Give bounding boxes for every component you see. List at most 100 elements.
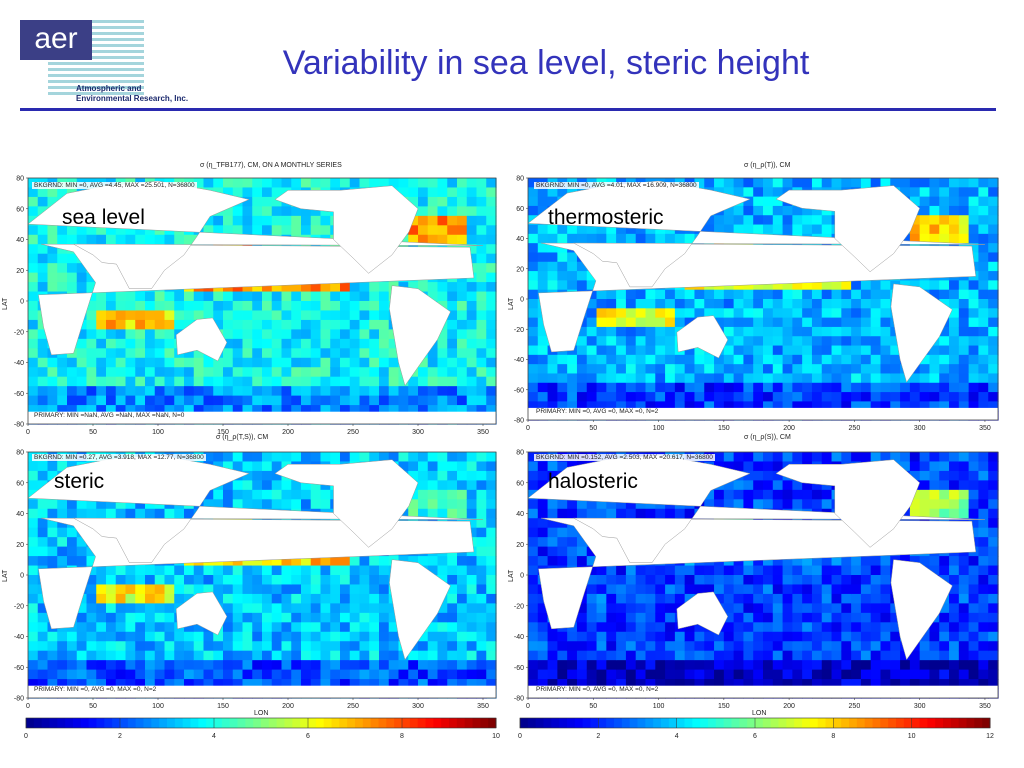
heatmap-cell <box>466 669 478 680</box>
heatmap-cell <box>154 622 166 633</box>
heatmap-cell <box>447 650 458 661</box>
heatmap-cell <box>939 196 950 207</box>
heatmap-cell <box>567 650 578 661</box>
heatmap-cell <box>67 679 78 690</box>
heatmap-cell <box>811 215 823 226</box>
heatmap-cell <box>704 584 715 595</box>
heatmap-cell <box>369 584 380 595</box>
heatmap-cell <box>466 291 478 302</box>
heatmap-cell <box>616 508 627 519</box>
heatmap-cell <box>281 215 292 226</box>
heatmap-cell <box>782 631 793 642</box>
heatmap-cell <box>281 575 292 586</box>
heatmap-cell <box>939 480 950 491</box>
heatmap-cell <box>919 392 931 402</box>
heatmap-cell <box>340 376 351 387</box>
heatmap-cell <box>271 206 283 217</box>
heatmap-cell <box>772 470 784 481</box>
heatmap-cell <box>213 584 224 595</box>
heatmap-cell <box>665 660 676 671</box>
heatmap-cell <box>665 373 676 384</box>
heatmap-cell <box>291 622 302 633</box>
heatmap-cell <box>753 612 764 623</box>
heatmap-cell <box>890 452 901 463</box>
heatmap-cell <box>252 461 263 472</box>
heatmap-cell <box>301 395 312 406</box>
heatmap-cell <box>28 206 39 217</box>
heatmap-cell <box>821 631 833 642</box>
heatmap-cell <box>929 373 940 384</box>
heatmap-cell <box>753 308 764 319</box>
heatmap-cell <box>86 405 97 416</box>
heatmap-cell <box>67 253 78 264</box>
heatmap-cell <box>616 603 627 614</box>
heatmap-cell <box>476 461 487 472</box>
heatmap-cell <box>841 299 852 309</box>
heatmap-cell <box>596 289 607 300</box>
heatmap-cell <box>184 679 195 690</box>
heatmap-cell <box>232 405 244 416</box>
heatmap-cell <box>301 310 312 321</box>
heatmap-cell <box>28 641 39 652</box>
heatmap-cell <box>466 527 478 538</box>
heatmap-cell <box>723 679 735 690</box>
heatmap-cell <box>359 178 370 189</box>
heatmap-cell <box>949 373 960 384</box>
heatmap-cell <box>67 386 78 397</box>
heatmap-cell <box>271 679 283 690</box>
heatmap-cell <box>291 215 302 226</box>
heatmap-cell <box>398 178 409 189</box>
heatmap-cell <box>714 660 725 671</box>
heatmap-cell <box>242 584 253 595</box>
heatmap-cell <box>320 631 331 642</box>
heatmap-cell <box>772 461 784 472</box>
heatmap-cell <box>301 386 312 397</box>
heatmap-cell <box>841 575 852 586</box>
heatmap-cell <box>164 348 175 359</box>
heatmap-cell <box>714 650 725 661</box>
heatmap-cell <box>379 376 390 387</box>
heatmap-cell <box>418 187 429 198</box>
heatmap-cell <box>437 461 448 472</box>
heatmap-cell <box>242 603 253 614</box>
heatmap-cell <box>486 603 497 614</box>
x-tick-label: 350 <box>477 703 489 710</box>
heatmap-cell <box>557 261 568 272</box>
heatmap-cell <box>330 367 341 378</box>
heatmap-cell <box>841 308 852 319</box>
heatmap-cell <box>291 386 302 397</box>
heatmap-cell <box>547 271 558 281</box>
heatmap-cell <box>880 584 891 595</box>
heatmap-cell <box>528 233 539 244</box>
heatmap-cell <box>223 405 234 416</box>
heatmap-cell <box>301 603 312 614</box>
heatmap-cell <box>174 669 185 680</box>
heatmap-cell <box>28 584 39 595</box>
heatmap-cell <box>252 395 263 406</box>
heatmap-cell <box>135 669 146 680</box>
heatmap-cell <box>988 289 999 300</box>
heatmap-cell <box>576 233 588 244</box>
heatmap-cell <box>851 631 862 642</box>
heatmap-cell <box>252 499 263 510</box>
heatmap-cell <box>811 489 823 500</box>
heatmap-cell <box>821 280 833 291</box>
heatmap-cell <box>763 679 774 690</box>
y-tick-label: 60 <box>16 206 24 213</box>
heatmap-cell <box>310 291 322 302</box>
heatmap-cell <box>271 489 283 500</box>
heatmap-cell <box>486 234 497 245</box>
heatmap-cell <box>125 622 136 633</box>
heatmap-cell <box>586 317 598 328</box>
heatmap-cell <box>466 593 478 604</box>
heatmap-cell <box>733 289 745 300</box>
heatmap-cell <box>466 405 478 416</box>
heatmap-cell <box>811 224 823 235</box>
heatmap-cell <box>232 631 244 642</box>
heatmap-cell <box>106 622 117 633</box>
x-tick-label: 250 <box>347 429 359 436</box>
heatmap-cell <box>880 178 891 188</box>
heatmap-cell <box>291 641 302 652</box>
heatmap-cell <box>782 364 793 375</box>
heatmap-cell <box>547 280 558 291</box>
